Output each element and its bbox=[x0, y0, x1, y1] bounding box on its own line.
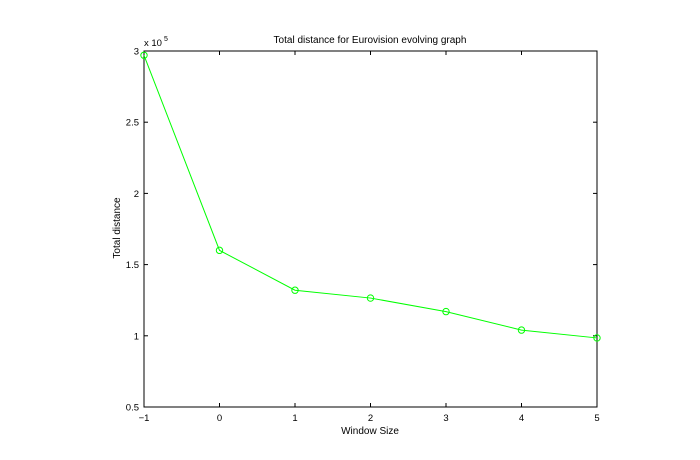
y-tick-label: 0.5 bbox=[126, 403, 139, 414]
axes-box bbox=[143, 50, 598, 408]
x-tick-label: 0 bbox=[217, 413, 222, 424]
y-axis-title: Total distance bbox=[112, 197, 123, 259]
data-point bbox=[517, 326, 526, 334]
x-axis-title: Window Size bbox=[341, 426, 399, 437]
x-tick-label: 5 bbox=[594, 413, 599, 424]
data-point bbox=[366, 294, 375, 302]
data-point bbox=[140, 51, 148, 59]
data-point bbox=[291, 286, 299, 294]
y-tick-label: 1.5 bbox=[126, 260, 139, 271]
plot-area-frame bbox=[143, 50, 598, 408]
data-point bbox=[215, 246, 224, 255]
data-point bbox=[442, 307, 450, 316]
y-axis: 0.5 1 1.5 2 2.5 3 bbox=[126, 47, 597, 414]
data-point bbox=[593, 334, 601, 342]
x-axis: −1 0 1 2 3 4 5 bbox=[139, 51, 600, 424]
y-tick-label: 2 bbox=[134, 189, 139, 200]
series-layer bbox=[140, 51, 601, 342]
x-tick-label: −1 bbox=[139, 413, 150, 424]
x-tick-label: 3 bbox=[443, 413, 448, 424]
y-tick-label: 2.5 bbox=[126, 118, 139, 129]
y-tick-label: 3 bbox=[134, 47, 139, 58]
chart-title: Total distance for Eurovision evolving g… bbox=[274, 35, 467, 46]
x-tick-label: 1 bbox=[292, 413, 297, 424]
y-tick-label: 1 bbox=[134, 331, 139, 342]
x-tick-label: 2 bbox=[368, 413, 373, 424]
x-tick-label: 4 bbox=[519, 413, 524, 424]
y-multiplier-exponent: 5 bbox=[164, 36, 168, 43]
y-multiplier: x 10 5 bbox=[144, 36, 168, 49]
series-line bbox=[143, 55, 598, 339]
y-multiplier-base: x 10 bbox=[144, 38, 162, 49]
